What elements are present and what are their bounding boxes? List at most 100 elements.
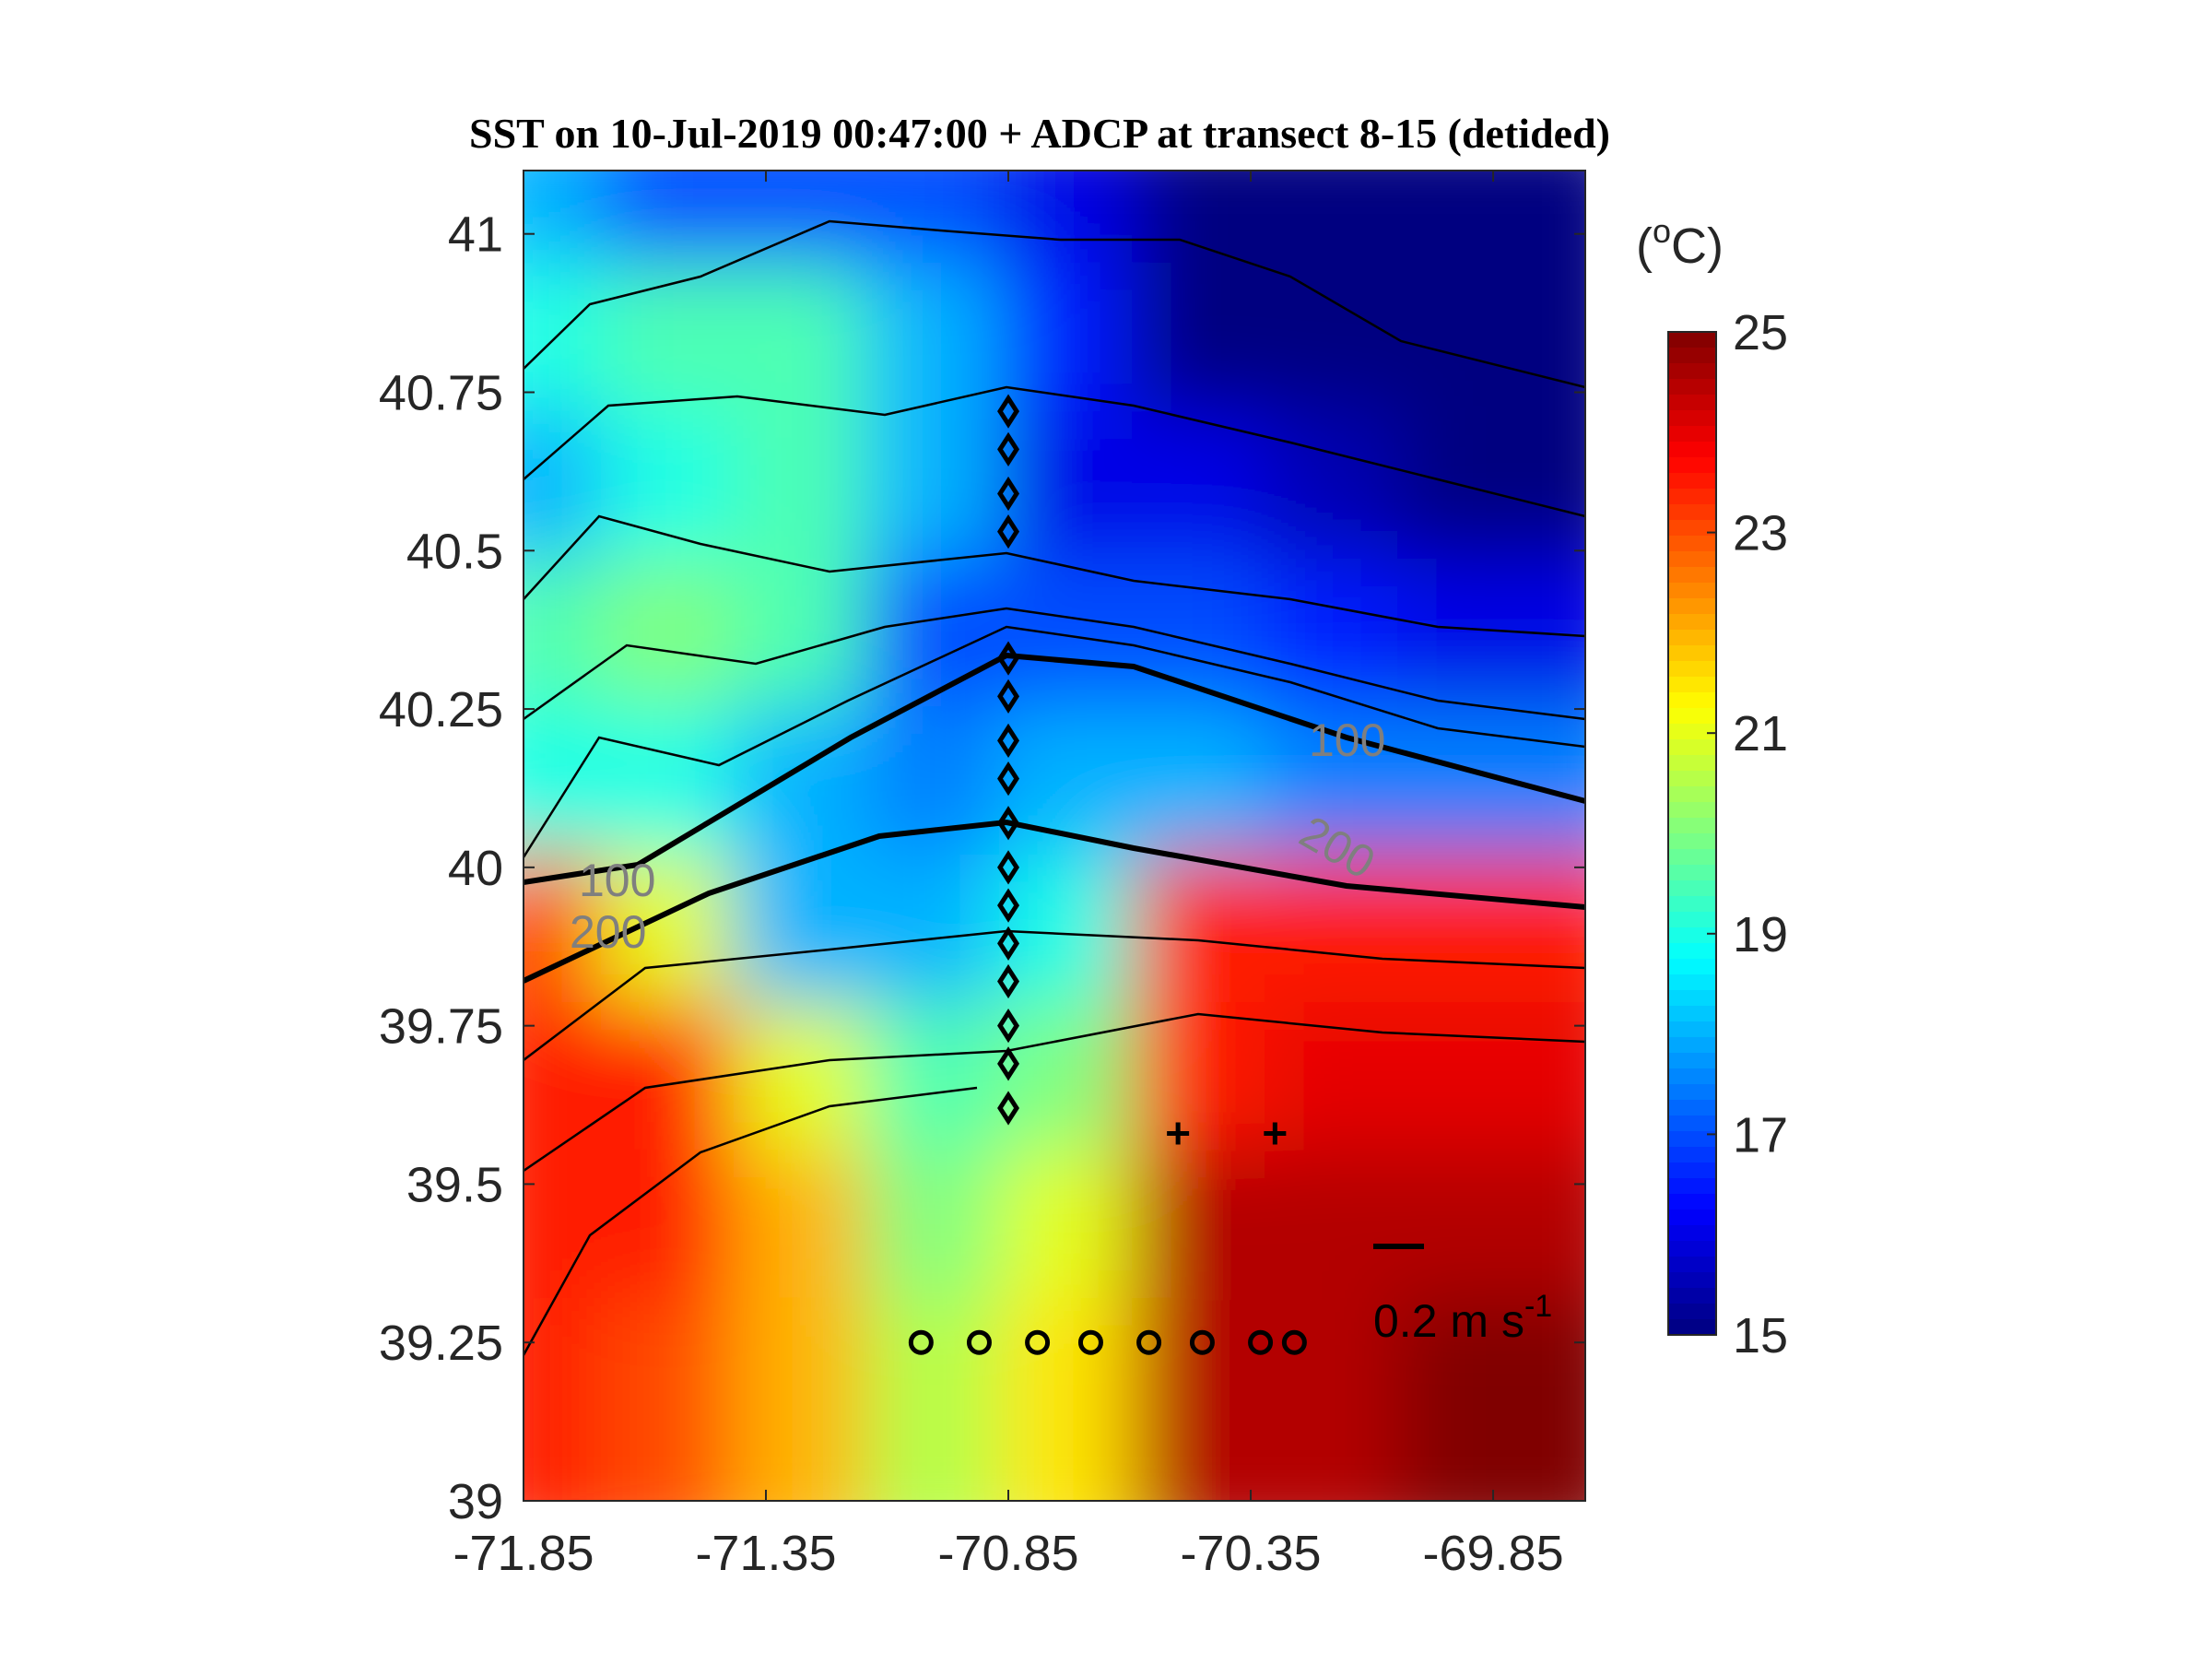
x-tick-label: -69.85 [1422, 1526, 1563, 1581]
colorbar-step [1668, 708, 1716, 725]
colorbar-step [1668, 536, 1716, 552]
colorbar-step [1668, 739, 1716, 756]
colorbar-step [1668, 426, 1716, 443]
y-tick-label: 40.25 [379, 682, 503, 738]
colorbar-step [1668, 1241, 1716, 1257]
colorbar-tick-label: 17 [1733, 1107, 1788, 1162]
colorbar-step [1668, 363, 1716, 380]
station-marker [1264, 1122, 1287, 1145]
station-marker [966, 1329, 992, 1355]
stations [908, 394, 1307, 1355]
station-marker [997, 476, 1020, 512]
colorbar-step [1668, 1100, 1716, 1116]
station-marker [997, 641, 1020, 676]
colorbar-step [1668, 1084, 1716, 1101]
colorbar-step [1668, 473, 1716, 490]
contour-label: 200 [570, 906, 646, 958]
y-tick-label: 40 [448, 841, 503, 896]
colorbar-step [1668, 583, 1716, 599]
colorbar-step [1668, 1288, 1716, 1304]
colorbar-step [1668, 520, 1716, 537]
colorbar-step [1668, 1319, 1716, 1336]
colorbar-step [1668, 332, 1716, 348]
station-marker [997, 850, 1020, 885]
colorbar-step [1668, 504, 1716, 521]
scale-label-exp: -1 [1524, 1289, 1552, 1324]
station-marker [997, 431, 1020, 466]
sst-field [524, 171, 1585, 1501]
station-marker [1281, 1329, 1307, 1355]
colorbar-step [1668, 567, 1716, 584]
colorbar-step [1668, 348, 1716, 364]
y-tick-label: 39.25 [379, 1316, 503, 1371]
axes: -71.85 -71.35 -70.85 -70.35 -69.85 39 39.25 39.… [379, 171, 1585, 1581]
scale-label-text: 0.2 m s [1373, 1295, 1524, 1347]
station-marker [997, 514, 1020, 549]
station-marker [1077, 1329, 1103, 1355]
station-marker [997, 1046, 1020, 1081]
colorbar-step [1668, 880, 1716, 897]
colorbar-step [1668, 692, 1716, 709]
colorbar-step [1668, 1115, 1716, 1132]
x-tick-label: -71.35 [695, 1526, 836, 1581]
station-marker [997, 394, 1020, 429]
colorbar-step [1668, 1006, 1716, 1022]
colorbar-step [1668, 896, 1716, 913]
colorbar-step [1668, 927, 1716, 944]
colorbar-step [1668, 802, 1716, 819]
colorbar-label-rest: C) [1671, 218, 1724, 274]
colorbar-step [1668, 630, 1716, 646]
y-tick-label: 41 [448, 207, 503, 263]
colorbar-step [1668, 677, 1716, 693]
colorbar-step [1668, 974, 1716, 991]
colorbar-step [1668, 943, 1716, 960]
colorbar-step [1668, 818, 1716, 834]
colorbar-step [1668, 865, 1716, 881]
colorbar-step [1668, 1131, 1716, 1148]
colorbar-step [1668, 379, 1716, 395]
colorbar-step [1668, 912, 1716, 928]
colorbar-step [1668, 1037, 1716, 1054]
colorbar-tick-label: 21 [1733, 706, 1788, 761]
colorbar: 15 17 19 21 23 25 [1667, 305, 1788, 1363]
station-marker [997, 1009, 1020, 1044]
colorbar-step [1668, 1257, 1716, 1273]
colorbar-step [1668, 849, 1716, 866]
x-tick-label: -70.35 [1180, 1526, 1321, 1581]
colorbar-step [1668, 990, 1716, 1007]
colorbar-tick-label: 19 [1733, 907, 1788, 962]
colorbar-step [1668, 1068, 1716, 1085]
station-marker [908, 1329, 934, 1355]
sst-cells [524, 171, 1585, 1501]
contour-label: 100 [1309, 714, 1385, 766]
station-marker [1189, 1329, 1215, 1355]
colorbar-step [1668, 457, 1716, 474]
y-tick-label: 39.75 [379, 999, 503, 1055]
contour-label: 100 [579, 855, 655, 906]
station-marker [1025, 1329, 1051, 1355]
colorbar-frame [1667, 331, 1717, 1336]
station-marker [997, 806, 1020, 841]
y-tick-label: 39 [448, 1474, 503, 1529]
station-marker [997, 679, 1020, 714]
colorbar-step [1668, 833, 1716, 850]
station-marker [997, 888, 1020, 923]
colorbar-step [1668, 1162, 1716, 1179]
y-tick-label: 40.5 [406, 524, 503, 579]
colorbar-label-sup: o [1653, 212, 1671, 250]
colorbar-step [1668, 442, 1716, 458]
colorbar-tick-label: 25 [1733, 305, 1788, 360]
station-marker [997, 761, 1020, 797]
colorbar-label: (oC) [1636, 212, 1724, 274]
colorbar-step [1668, 771, 1716, 787]
colorbar-tick-label: 23 [1733, 506, 1788, 561]
y-tick-label: 40.75 [379, 366, 503, 421]
station-marker [1136, 1329, 1162, 1355]
colorbar-step [1668, 1147, 1716, 1163]
sst-cell [1397, 1297, 1585, 1501]
station-marker [1167, 1122, 1190, 1145]
y-tick-label: 39.5 [406, 1157, 503, 1212]
colorbar-step [1668, 724, 1716, 740]
x-tick-label: -71.85 [453, 1526, 594, 1581]
